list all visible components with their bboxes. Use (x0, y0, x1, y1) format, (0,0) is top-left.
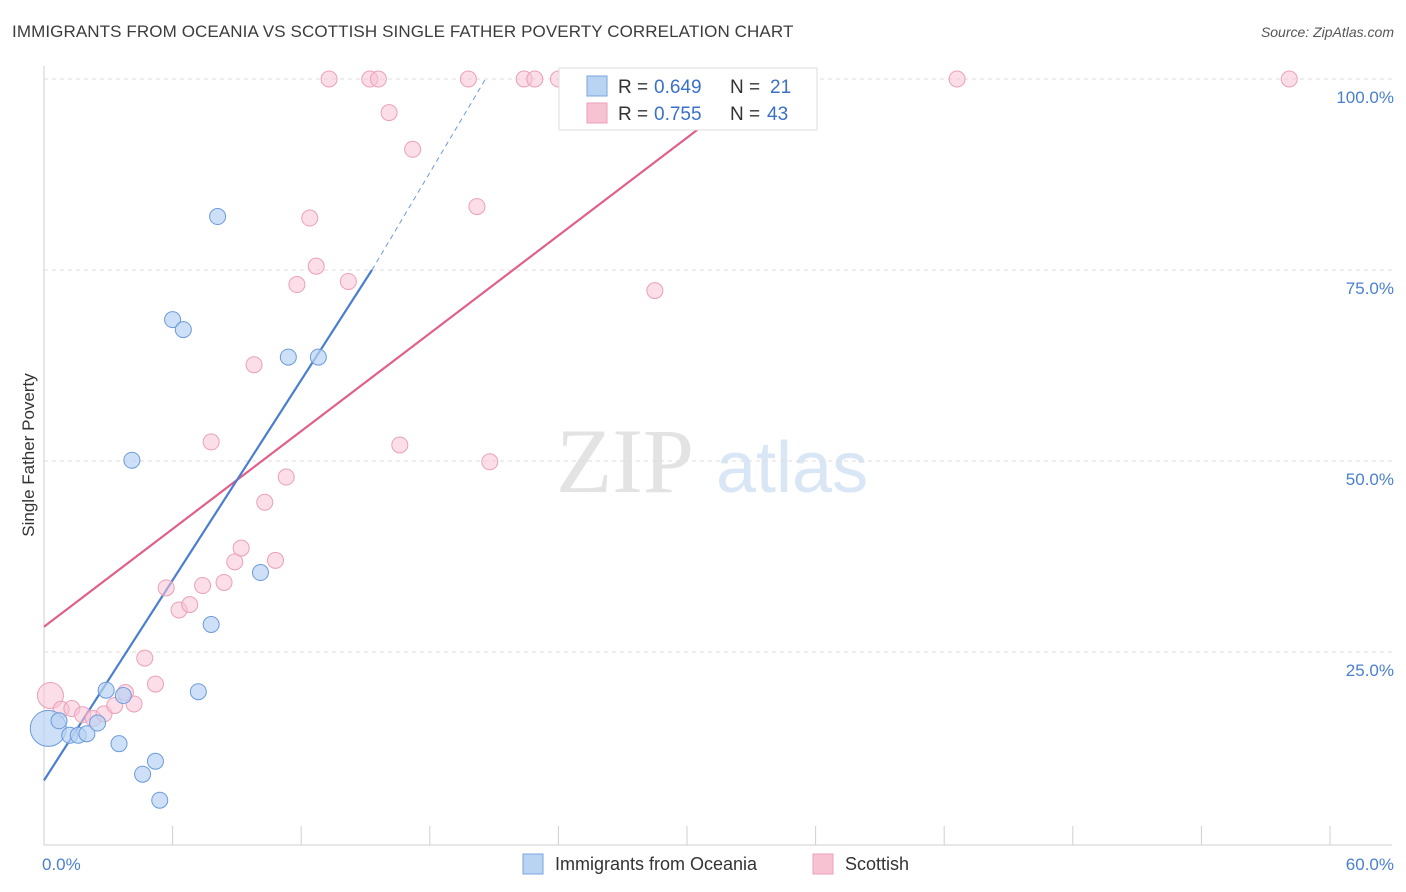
point-scottish (226, 553, 244, 571)
point-scottish (339, 272, 357, 290)
point-oceania (110, 735, 128, 753)
y-tick-labels: 25.0% 50.0% 75.0% 100.0% (1336, 88, 1394, 680)
point-scottish (404, 140, 422, 158)
point-scottish (481, 453, 499, 471)
bottom-legend-label-blue: Immigrants from Oceania (555, 854, 758, 874)
point-oceania (189, 683, 207, 701)
trend-line-oceania-extension (371, 78, 486, 271)
x-tick-labels: 0.0% 60.0% (42, 855, 1394, 874)
legend-r-label-pink: R = (618, 104, 648, 125)
y-axis-label: Single Father Poverty (19, 373, 38, 537)
y-tick-label: 50.0% (1346, 470, 1394, 489)
point-scottish (146, 675, 164, 693)
legend-n-label-pink: N = (730, 104, 760, 125)
y-tick-label: 25.0% (1346, 661, 1394, 680)
point-scottish (288, 276, 306, 294)
bottom-legend: Immigrants from Oceania Scottish (522, 853, 909, 875)
source-label: Source: ZipAtlas.com (1260, 24, 1394, 40)
legend-r-label-blue: R = (618, 77, 648, 98)
legend-r-value-pink: 0.755 (654, 104, 702, 125)
legend-swatch-pink (586, 102, 608, 124)
point-oceania (134, 765, 152, 783)
point-scottish (301, 209, 319, 227)
point-oceania (209, 208, 227, 226)
point-scottish (194, 577, 212, 595)
legend-box: R = 0.649 N = 21 R = 0.755 N = 43 (558, 67, 818, 131)
trend-line-scottish (43, 78, 765, 628)
point-scottish (266, 551, 284, 569)
x-tick-label: 0.0% (42, 855, 81, 874)
point-oceania (146, 752, 164, 770)
bottom-legend-label-pink: Scottish (845, 854, 909, 874)
point-scottish (391, 436, 409, 454)
x-tick-label: 60.0% (1346, 855, 1394, 874)
point-oceania (89, 714, 107, 732)
trend-line-oceania (43, 269, 373, 781)
point-oceania (123, 451, 141, 469)
point-scottish (646, 282, 664, 300)
point-scottish (320, 70, 338, 88)
legend-swatch-blue (586, 75, 608, 97)
point-scottish (526, 70, 544, 88)
point-scottish (369, 70, 387, 88)
y-tick-label: 75.0% (1346, 279, 1394, 298)
watermark-atlas: atlas (716, 428, 868, 508)
point-scottish (157, 579, 175, 597)
chart-title: IMMIGRANTS FROM OCEANIA VS SCOTTISH SING… (12, 22, 794, 41)
point-scottish (459, 70, 477, 88)
point-oceania (279, 348, 297, 366)
point-scottish (202, 433, 220, 451)
point-oceania (164, 311, 182, 329)
point-oceania (309, 348, 327, 366)
point-scottish (215, 573, 233, 591)
point-scottish (232, 539, 250, 557)
legend-r-value-blue: 0.649 (654, 77, 702, 98)
legend-n-value-blue: 21 (770, 77, 791, 98)
point-oceania (50, 712, 68, 730)
axes (43, 66, 1392, 846)
watermark-zip: ZIP (556, 410, 694, 512)
point-oceania (78, 725, 96, 743)
bottom-legend-swatch-pink (812, 853, 834, 875)
legend-n-label-blue: N = (730, 77, 760, 98)
point-scottish (948, 70, 966, 88)
y-tick-label: 100.0% (1336, 88, 1394, 107)
point-scottish (181, 596, 199, 614)
point-scottish (136, 649, 154, 667)
point-oceania (114, 687, 132, 705)
point-scottish (1280, 70, 1298, 88)
grid-lines (44, 78, 1392, 653)
point-scottish (245, 356, 263, 374)
point-scottish (256, 493, 274, 511)
point-oceania (202, 615, 220, 633)
legend-n-value-pink: 43 (767, 104, 788, 125)
bottom-legend-swatch-blue (522, 853, 544, 875)
point-scottish (277, 468, 295, 486)
point-scottish (468, 198, 486, 216)
point-scottish (380, 104, 398, 122)
point-scottish (307, 257, 325, 275)
point-oceania (251, 564, 269, 582)
point-oceania (151, 791, 169, 809)
point-oceania (174, 321, 192, 339)
point-oceania (97, 681, 115, 699)
